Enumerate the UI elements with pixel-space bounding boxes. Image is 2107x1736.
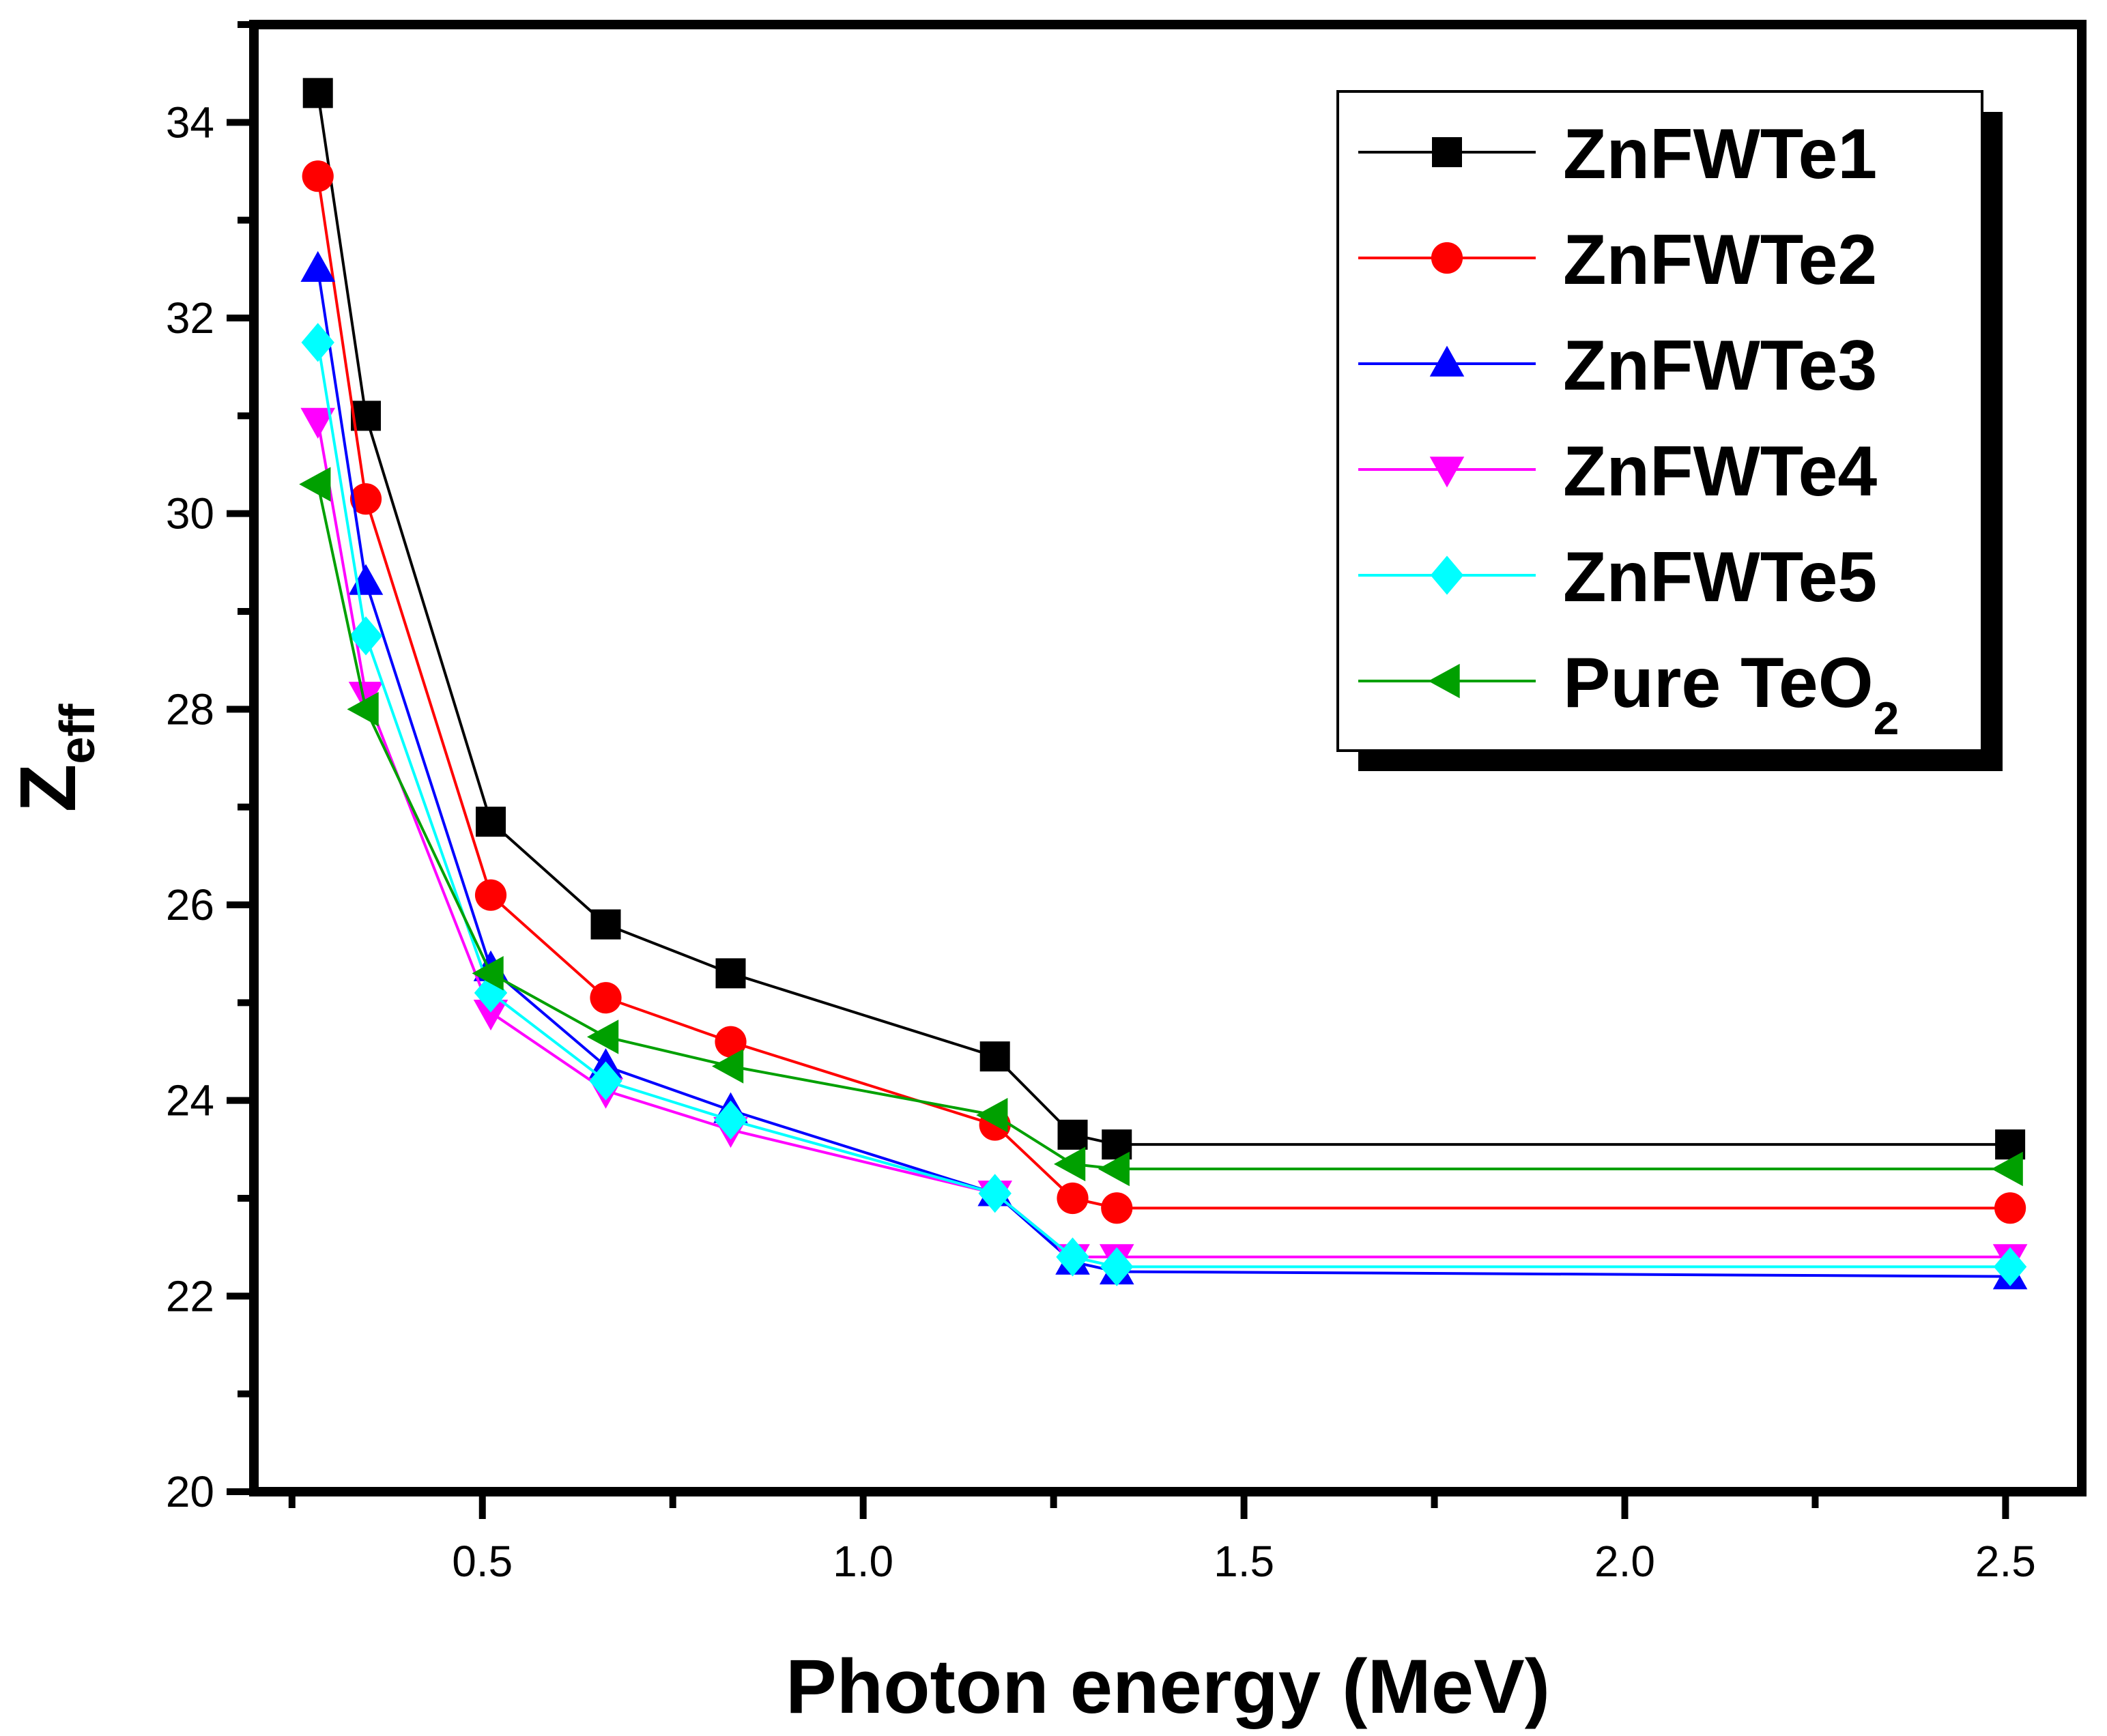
data-point (587, 1019, 619, 1054)
data-point (590, 909, 621, 940)
tick-labels: 0.5 1.0 1.5 2.0 2.5 20 22 24 26 28 30 32 34 (166, 98, 2036, 1586)
data-point (1100, 1247, 1134, 1286)
data-point (472, 956, 504, 991)
data-point (1993, 1247, 2027, 1286)
data-point (1057, 1119, 1088, 1150)
data-point (302, 160, 334, 192)
legend-items: ZnFWTe1 ZnFWTe2 ZnFWTe3 ZnFWTe4 ZnFWTe5 Pure … (1358, 115, 1899, 744)
y-tick-label: 26 (166, 880, 214, 929)
legend: ZnFWTe1 ZnFWTe2 ZnFWTe3 ZnFWTe4 ZnFWTe5 Pure … (1336, 90, 2003, 771)
legend-label: ZnFWTe2 (1563, 220, 1877, 300)
data-point (474, 879, 507, 911)
y-axis-title-main: Z (3, 764, 92, 813)
legend-label: Pure TeO2 (1563, 643, 1899, 744)
data-point (978, 1174, 1012, 1213)
data-point (715, 958, 746, 989)
legend-label: ZnFWTe4 (1563, 432, 1877, 511)
y-tick-label: 20 (166, 1467, 214, 1516)
x-tick-label: 1.5 (1214, 1537, 1274, 1586)
legend-label: ZnFWTe5 (1563, 538, 1877, 617)
legend-label-main: ZnFWTe2 (1563, 220, 1877, 300)
data-point (349, 483, 382, 515)
data-point (1991, 1151, 2023, 1187)
data-point (714, 1100, 747, 1140)
data-point (301, 323, 334, 362)
data-point (347, 692, 379, 727)
x-tick-label: 1.0 (833, 1537, 893, 1586)
legend-label-main: ZnFWTe5 (1563, 538, 1877, 617)
data-point (1057, 1182, 1089, 1215)
legend-label-subscript: 2 (1874, 693, 1900, 744)
legend-marker (1429, 457, 1465, 488)
data-point (590, 982, 622, 1014)
legend-label-main: ZnFWTe4 (1563, 432, 1877, 511)
data-point (302, 78, 333, 108)
y-axis-title-subscript: eff (51, 704, 105, 764)
data-point (1994, 1192, 2026, 1224)
legend-label-main: Pure TeO (1563, 643, 1874, 723)
y-axis-title: Zeff (3, 704, 105, 813)
y-tick-label: 30 (166, 489, 214, 538)
plot-frame (249, 20, 2087, 1496)
legend-item: ZnFWTe3 (1358, 326, 1877, 405)
data-point (1098, 1151, 1130, 1187)
y-tick-label: 22 (166, 1271, 214, 1320)
data-point (474, 973, 508, 1013)
data-point (299, 467, 331, 502)
legend-marker (1430, 555, 1464, 595)
data-point (476, 807, 506, 837)
x-tick-label: 2.5 (1975, 1537, 2036, 1586)
legend-box (1336, 90, 1983, 752)
data-point (348, 682, 384, 713)
legend-item: ZnFWTe2 (1358, 220, 1877, 300)
y-tick-label: 34 (166, 98, 214, 147)
legend-item: ZnFWTe4 (1358, 432, 1877, 511)
legend-marker (1432, 137, 1462, 167)
series-layer (299, 78, 2028, 1290)
data-point (715, 1026, 747, 1058)
legend-label: ZnFWTe1 (1563, 115, 1877, 194)
legend-marker (1428, 663, 1460, 699)
series-4 (301, 323, 2027, 1286)
y-tick-label: 32 (166, 293, 214, 343)
data-point (712, 1049, 744, 1084)
data-point (976, 1097, 1008, 1133)
y-tick-label: 24 (166, 1076, 214, 1125)
data-point (1054, 1146, 1086, 1182)
x-tick-label: 0.5 (452, 1537, 513, 1586)
x-axis-title: Photon energy (MeV) (786, 1644, 1550, 1729)
data-point (300, 407, 336, 439)
data-point (589, 1061, 622, 1101)
y-tick-label: 28 (166, 684, 214, 734)
legend-label: ZnFWTe3 (1563, 326, 1877, 405)
series-5 (299, 467, 2023, 1187)
data-point (300, 250, 336, 283)
legend-label-main: ZnFWTe3 (1563, 326, 1877, 405)
legend-item: ZnFWTe5 (1358, 538, 1877, 617)
legend-label-main: ZnFWTe1 (1563, 115, 1877, 194)
data-point (979, 1041, 1010, 1072)
data-point (1056, 1237, 1089, 1277)
legend-item: ZnFWTe1 (1358, 115, 1877, 194)
legend-marker (1429, 345, 1465, 377)
data-point (1101, 1192, 1133, 1224)
data-point (349, 616, 383, 656)
legend-item: Pure TeO2 (1358, 643, 1899, 744)
series-0 (302, 78, 2026, 1160)
legend-marker (1431, 242, 1463, 274)
data-point (473, 999, 508, 1031)
x-tick-label: 2.0 (1594, 1537, 1655, 1586)
